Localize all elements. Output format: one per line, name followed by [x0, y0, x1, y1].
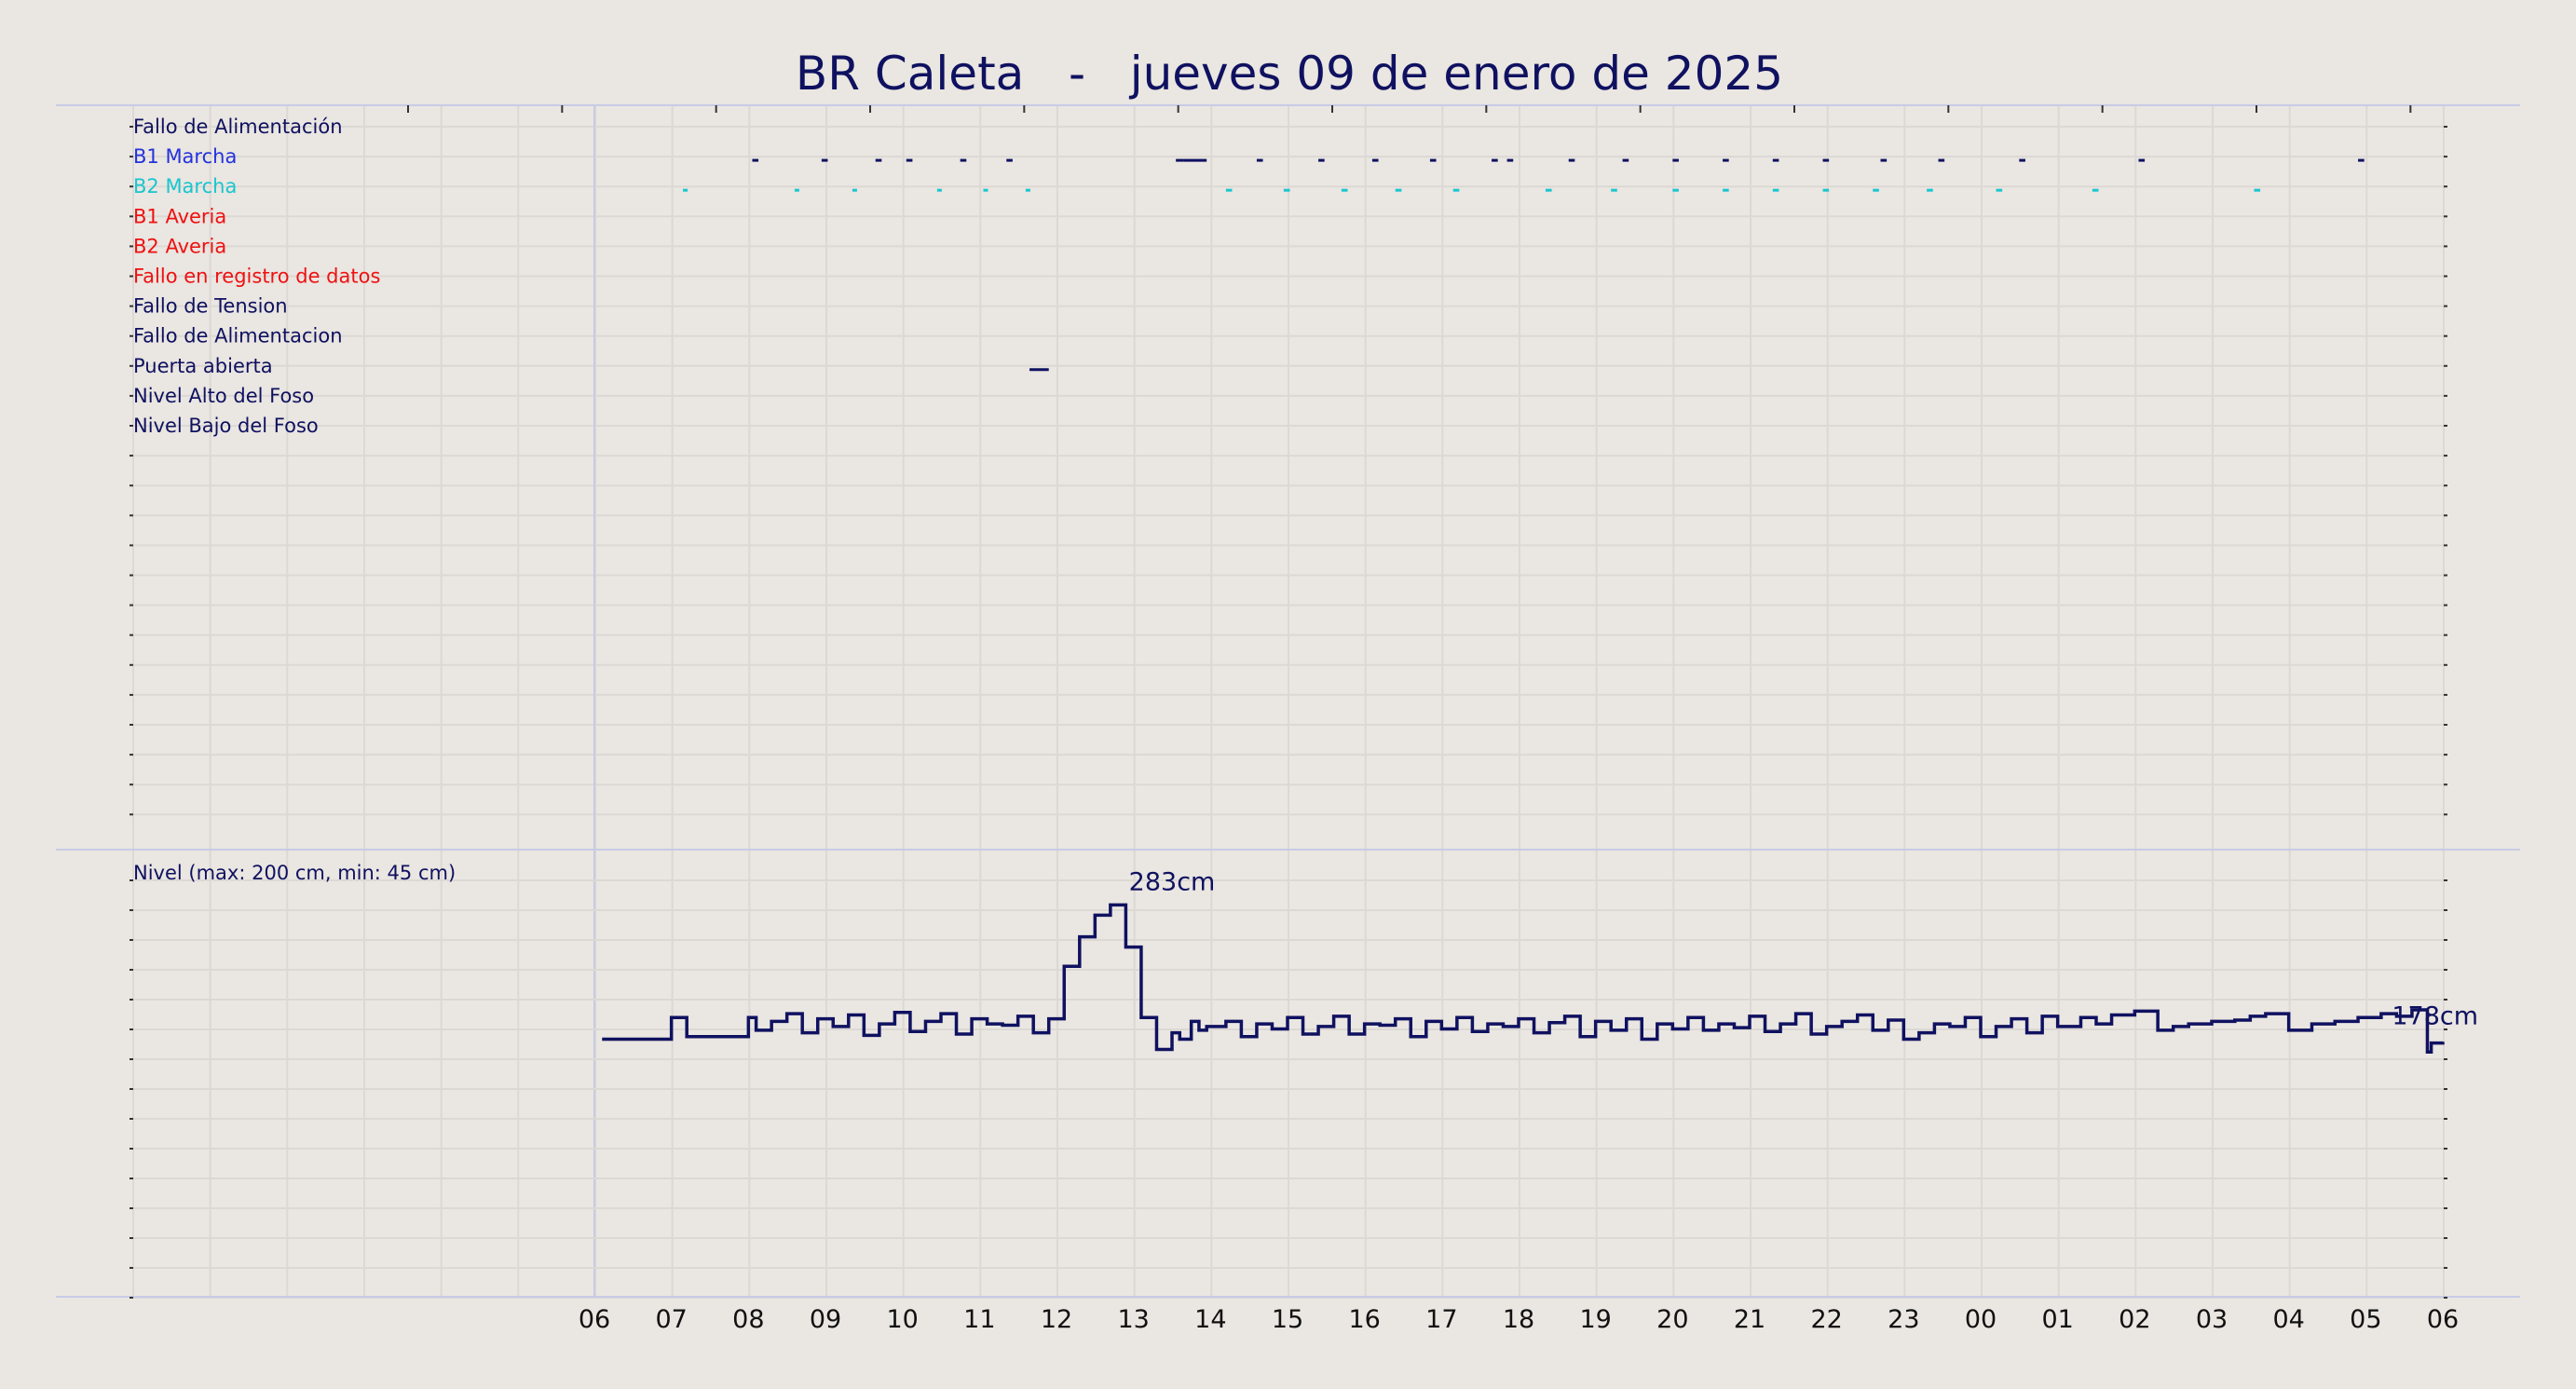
- event-label: Fallo de Alimentacion: [133, 325, 343, 347]
- event-label: Nivel Bajo del Foso: [133, 415, 319, 437]
- x-tick-label: 23: [1888, 1305, 1919, 1334]
- event-label: B2 Marcha: [133, 175, 237, 197]
- x-tick-label: 07: [655, 1305, 687, 1334]
- x-tick-label: 16: [1348, 1305, 1380, 1334]
- x-tick-label: 11: [963, 1305, 995, 1334]
- x-tick-label: 14: [1194, 1305, 1226, 1334]
- x-tick-label: 12: [1041, 1305, 1072, 1334]
- x-tick-label: 09: [810, 1305, 841, 1334]
- x-tick-label: 18: [1503, 1305, 1534, 1334]
- x-tick-label: 06: [2427, 1305, 2459, 1334]
- x-tick-label: 08: [732, 1305, 764, 1334]
- event-label: B1 Marcha: [133, 145, 237, 168]
- value-annotation: 283cm: [1129, 867, 1216, 896]
- x-tick-label: 19: [1579, 1305, 1611, 1334]
- event-label: B2 Averia: [133, 235, 226, 257]
- x-tick-label: 00: [1965, 1305, 1997, 1334]
- level-series-label: Nivel (max: 200 cm, min: 45 cm): [133, 862, 456, 884]
- event-label: B1 Averia: [133, 205, 226, 227]
- x-tick-label: 10: [886, 1305, 918, 1334]
- event-label: Fallo de Alimentación: [133, 116, 343, 138]
- x-tick-label: 04: [2272, 1305, 2304, 1334]
- x-tick-label: 06: [579, 1305, 610, 1334]
- x-tick-label: 02: [2119, 1305, 2150, 1334]
- x-tick-label: 13: [1117, 1305, 1149, 1334]
- event-label: Puerta abierta: [133, 355, 273, 377]
- chart-title: BR Caleta - jueves 09 de enero de 2025: [796, 47, 1783, 101]
- level-line: [602, 903, 2445, 1055]
- event-label: Fallo en registro de datos: [133, 266, 380, 288]
- x-tick-label: 03: [2196, 1305, 2228, 1334]
- x-tick-label: 15: [1272, 1305, 1303, 1334]
- level-panel: Nivel (max: 200 cm, min: 45 cm) 283cm 178c…: [56, 862, 2520, 1334]
- events-panel: Fallo de Alimentación B1 Marcha B2 Marcha B…: [56, 104, 2520, 1297]
- x-tick-label: 20: [1656, 1305, 1688, 1334]
- x-tick-label: 22: [1810, 1305, 1842, 1334]
- x-tick-label: 01: [2041, 1305, 2073, 1334]
- x-tick-label: 05: [2350, 1305, 2381, 1334]
- x-tick-label: 17: [1425, 1305, 1457, 1334]
- value-annotation: 178cm: [2392, 1002, 2478, 1031]
- event-label: Fallo de Tension: [133, 295, 288, 318]
- x-tick-label: 21: [1734, 1305, 1765, 1334]
- event-label: Nivel Alto del Foso: [133, 385, 314, 407]
